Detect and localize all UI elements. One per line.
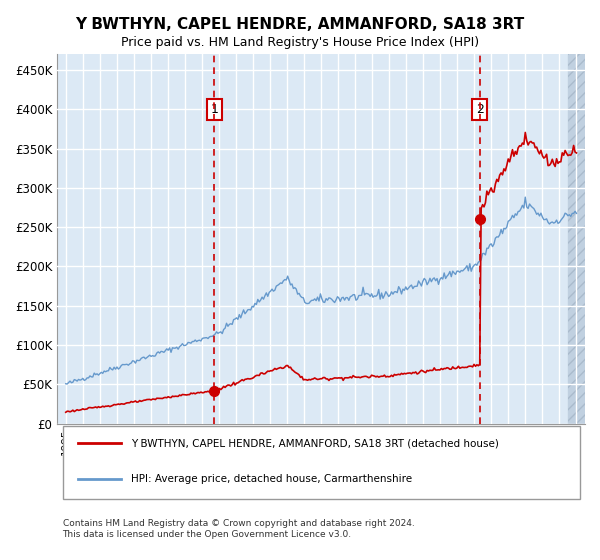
- Text: Price paid vs. HM Land Registry's House Price Index (HPI): Price paid vs. HM Land Registry's House …: [121, 36, 479, 49]
- Text: Y BWTHYN, CAPEL HENDRE, AMMANFORD, SA18 3RT (detached house): Y BWTHYN, CAPEL HENDRE, AMMANFORD, SA18 …: [131, 438, 499, 449]
- Text: 1: 1: [210, 103, 218, 116]
- Polygon shape: [568, 54, 585, 423]
- Text: 2: 2: [476, 103, 484, 116]
- Text: Y BWTHYN, CAPEL HENDRE, AMMANFORD, SA18 3RT: Y BWTHYN, CAPEL HENDRE, AMMANFORD, SA18 …: [76, 17, 524, 32]
- Text: Contains HM Land Registry data © Crown copyright and database right 2024.
This d: Contains HM Land Registry data © Crown c…: [62, 519, 414, 539]
- Text: HPI: Average price, detached house, Carmarthenshire: HPI: Average price, detached house, Carm…: [131, 474, 412, 484]
